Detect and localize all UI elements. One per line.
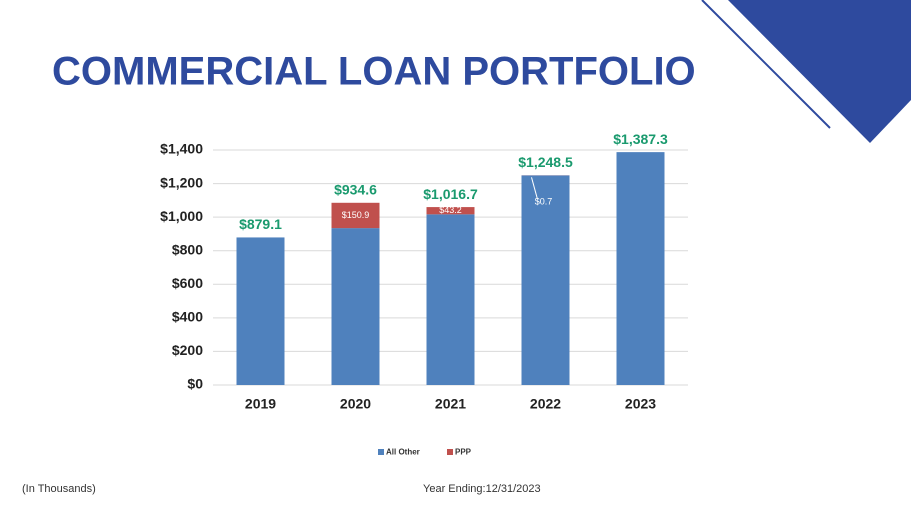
y-tick-label: $400	[172, 309, 203, 325]
bar-segment	[331, 228, 380, 385]
legend-swatch	[447, 449, 453, 455]
y-tick-label: $1,000	[160, 208, 203, 224]
corner-decoration	[728, 0, 911, 143]
bar-segment	[426, 214, 475, 385]
y-tick-label: $1,200	[160, 174, 203, 190]
x-tick-label: 2022	[530, 396, 561, 412]
bar-segment	[426, 207, 475, 215]
chart-title: COMMERCIAL LOAN PORTFOLIO	[52, 50, 696, 94]
value-label: $43.2	[439, 205, 462, 215]
legend-swatch	[378, 449, 384, 455]
value-label: $1,248.5	[518, 154, 573, 170]
bar-segment	[616, 152, 665, 385]
y-tick-label: $800	[172, 241, 203, 257]
date-note: Year Ending:12/31/2023	[423, 483, 541, 495]
x-tick-label: 2019	[245, 396, 276, 412]
legend-label: All Other	[386, 448, 420, 457]
y-tick-label: $1,400	[160, 141, 203, 157]
y-tick-label: $600	[172, 275, 203, 291]
value-label: $1,387.3	[613, 131, 668, 147]
footnote: (In Thousands)	[22, 483, 96, 495]
y-tick-label: $0	[187, 376, 203, 392]
bar-segment	[331, 202, 380, 229]
legend-label: PPP	[455, 448, 472, 457]
value-label: $0.7	[535, 197, 553, 207]
value-label: $1,016.7	[423, 186, 478, 202]
x-tick-label: 2023	[625, 396, 656, 412]
bar-segment	[236, 237, 285, 385]
corner-line	[701, 0, 831, 129]
y-tick-label: $200	[172, 342, 203, 358]
x-tick-label: 2021	[435, 396, 466, 412]
leader-line	[531, 177, 538, 200]
value-label: $879.1	[239, 216, 282, 232]
x-tick-label: 2020	[340, 396, 371, 412]
bar-segment	[521, 175, 570, 385]
value-label: $150.9	[342, 210, 370, 220]
value-label: $934.6	[334, 181, 377, 197]
